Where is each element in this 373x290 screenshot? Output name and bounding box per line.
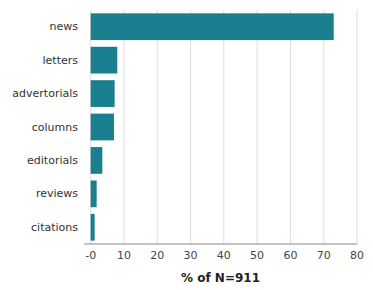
bars [91,13,334,240]
grid-line [323,10,324,244]
bar [91,80,115,107]
y-tick-label: letters [43,54,79,67]
grid-line [257,10,258,244]
bar [91,147,103,174]
y-tick-label: columns [32,121,78,134]
bar [91,114,114,141]
x-tick-label: 60 [283,249,297,262]
y-tick-label: news [50,20,79,33]
bar [91,13,334,40]
x-tick-label: 50 [250,249,264,262]
x-axis-line [84,244,357,245]
grid-line [123,10,124,244]
bar [91,47,118,74]
x-tick-label: -0 [85,249,96,262]
y-tick-label: advertorials [12,87,78,100]
x-axis-label: % of N=911 [181,271,260,285]
grid-line [157,10,158,244]
grid-line [357,10,358,244]
grid [91,10,357,244]
chart-container: -0 10 20 30 40 50 60 70 80 citations reviews editor… [0,0,373,290]
x-tick-label: 30 [184,249,198,262]
chart-svg: -0 10 20 30 40 50 60 70 80 citations reviews editor… [0,0,373,290]
y-ticks: citations reviews editorials columns adverto… [12,20,78,234]
x-tick-label: 40 [217,249,231,262]
x-tick-label: 70 [317,249,331,262]
x-tick-label: 80 [350,249,364,262]
grid-line [290,10,291,244]
y-tick-label: editorials [27,154,78,167]
grid-line [190,10,191,244]
y-tick-label: citations [31,221,78,234]
x-tick-label: 10 [117,249,131,262]
y-tick-label: reviews [36,187,78,200]
bar [91,180,97,207]
grid-line [223,10,224,244]
x-tick-label: 20 [150,249,164,262]
bar [91,214,95,241]
x-ticks: -0 10 20 30 40 50 60 70 80 [85,249,364,262]
